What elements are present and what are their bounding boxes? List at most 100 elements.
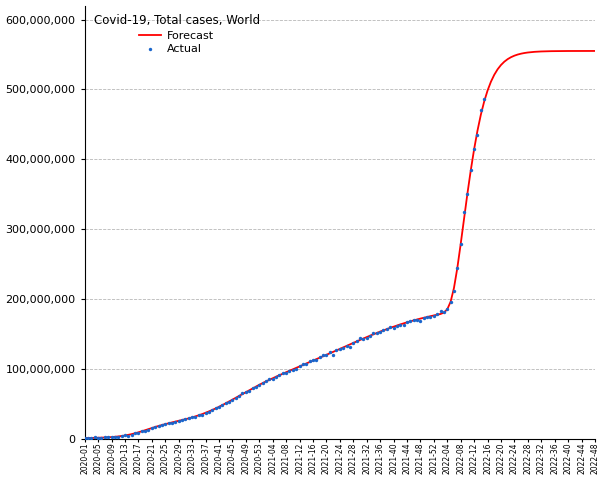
Actual <box>322 351 332 359</box>
Actual <box>345 343 355 350</box>
Actual <box>365 333 375 340</box>
Actual <box>268 375 278 383</box>
Actual <box>103 433 113 441</box>
Actual <box>281 369 291 376</box>
Actual <box>218 401 227 409</box>
Actual <box>238 390 247 397</box>
Actual <box>312 356 321 364</box>
Actual <box>355 335 365 342</box>
Actual <box>221 399 231 407</box>
Actual <box>275 371 284 379</box>
Actual <box>466 166 476 173</box>
Actual <box>473 131 482 139</box>
Actual <box>469 145 479 153</box>
Actual <box>315 354 324 361</box>
Actual <box>258 379 267 386</box>
Actual <box>80 434 90 442</box>
Actual <box>335 345 345 353</box>
Actual <box>154 422 163 430</box>
Actual <box>388 324 398 332</box>
Actual <box>433 311 442 318</box>
Actual <box>123 432 133 439</box>
Actual <box>93 434 103 442</box>
Actual <box>164 420 174 427</box>
Actual <box>106 433 116 441</box>
Actual <box>436 307 445 315</box>
Forecast <box>306 360 313 365</box>
Actual <box>208 407 217 414</box>
Actual <box>227 396 237 404</box>
Actual <box>463 191 473 198</box>
Actual <box>359 336 368 343</box>
Actual <box>224 398 234 406</box>
Actual <box>234 392 244 400</box>
Actual <box>362 334 371 342</box>
Actual <box>83 434 93 442</box>
Legend: Forecast, Actual: Forecast, Actual <box>90 11 263 58</box>
Actual <box>140 427 150 434</box>
Actual <box>305 358 315 365</box>
Actual <box>402 318 412 326</box>
Actual <box>90 433 100 441</box>
Actual <box>292 365 301 373</box>
Actual <box>368 329 378 337</box>
Actual <box>137 427 146 435</box>
Actual <box>308 357 318 364</box>
Actual <box>453 264 462 272</box>
Actual <box>392 322 402 330</box>
Actual <box>375 328 385 336</box>
Actual <box>295 362 304 370</box>
Actual <box>442 305 452 313</box>
Forecast <box>81 435 88 441</box>
Actual <box>385 323 395 330</box>
Actual <box>476 107 486 114</box>
Actual <box>174 417 183 425</box>
Actual <box>348 339 358 347</box>
Line: Forecast: Forecast <box>85 51 595 438</box>
Forecast <box>148 425 155 431</box>
Actual <box>143 426 153 433</box>
Actual <box>329 351 338 359</box>
Actual <box>194 411 204 419</box>
Actual <box>130 430 140 437</box>
Actual <box>147 424 157 432</box>
Actual <box>204 408 214 416</box>
Actual <box>372 329 382 336</box>
Actual <box>446 298 456 306</box>
Actual <box>157 421 167 429</box>
Actual <box>284 367 294 375</box>
Actual <box>261 377 271 384</box>
Actual <box>338 344 348 351</box>
Actual <box>127 431 137 439</box>
Actual <box>201 409 211 417</box>
Actual <box>264 375 274 383</box>
Actual <box>113 433 123 441</box>
Actual <box>247 384 257 392</box>
Actual <box>184 414 194 421</box>
Actual <box>177 416 187 424</box>
Actual <box>241 388 250 396</box>
Actual <box>429 312 439 320</box>
Actual <box>151 423 160 431</box>
Actual <box>405 317 415 325</box>
Actual <box>288 366 298 374</box>
Actual <box>412 316 422 324</box>
Actual <box>110 433 120 441</box>
Actual <box>120 432 130 439</box>
Actual <box>332 346 341 353</box>
Actual <box>188 414 197 421</box>
Forecast <box>114 433 122 439</box>
Actual <box>416 317 425 324</box>
Actual <box>298 360 308 368</box>
Actual <box>97 434 106 442</box>
Actual <box>100 433 110 441</box>
Actual <box>278 369 287 377</box>
Actual <box>479 95 489 102</box>
Forecast <box>504 56 511 62</box>
Actual <box>456 240 465 248</box>
Actual <box>399 322 408 329</box>
Actual <box>419 314 428 322</box>
Actual <box>382 325 391 333</box>
Actual <box>231 394 241 402</box>
Actual <box>87 434 96 442</box>
